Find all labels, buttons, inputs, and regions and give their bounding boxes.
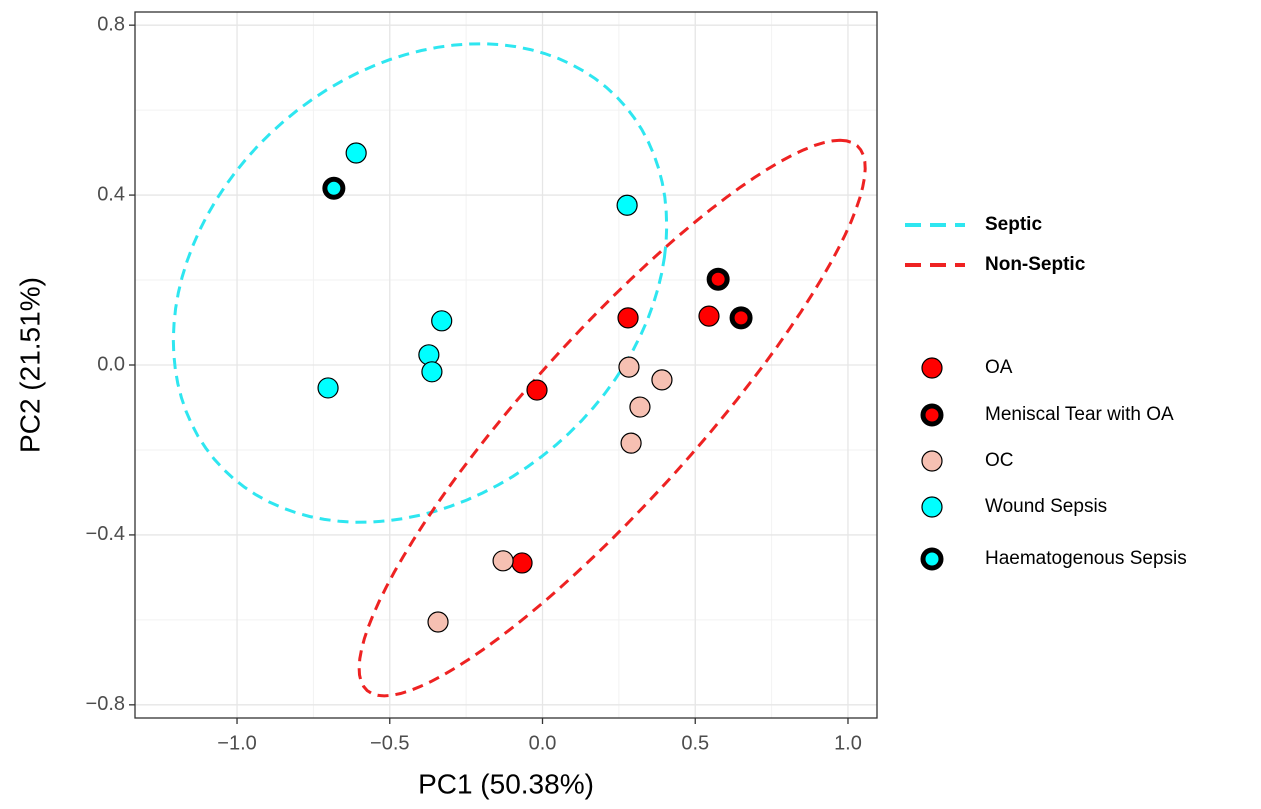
legend-label: Septic bbox=[985, 214, 1042, 235]
legend-marker bbox=[920, 547, 944, 571]
legend-label: Meniscal Tear with OA bbox=[985, 404, 1174, 425]
x-tick-label: 0.5 bbox=[681, 732, 709, 754]
point bbox=[492, 550, 514, 572]
confidence-ellipse bbox=[171, 42, 669, 524]
legend-label: OA bbox=[985, 357, 1013, 378]
legend-label: OC bbox=[985, 450, 1014, 471]
point bbox=[729, 306, 753, 330]
point bbox=[651, 369, 673, 391]
x-tick-label: 1.0 bbox=[834, 732, 862, 754]
point bbox=[427, 611, 449, 633]
x-axis-title: PC1 (50.38%) bbox=[418, 768, 594, 799]
point bbox=[617, 307, 639, 329]
y-tick-label: 0.4 bbox=[97, 183, 125, 205]
point bbox=[616, 194, 638, 216]
point bbox=[526, 379, 548, 401]
legend-marker bbox=[920, 403, 944, 427]
legend-marker bbox=[921, 496, 943, 518]
point bbox=[620, 432, 642, 454]
y-tick-label: 0.8 bbox=[97, 13, 125, 35]
point bbox=[698, 305, 720, 327]
x-tick-label: −0.5 bbox=[370, 732, 409, 754]
x-tick-label: 0.0 bbox=[529, 732, 557, 754]
point bbox=[618, 356, 640, 378]
point bbox=[706, 267, 730, 291]
point bbox=[431, 310, 453, 332]
x-tick-label: −1.0 bbox=[217, 732, 256, 754]
point bbox=[629, 396, 651, 418]
y-axis-title: PC2 (21.51%) bbox=[14, 277, 45, 453]
plot-frame bbox=[134, 11, 878, 719]
point bbox=[317, 377, 339, 399]
y-tick-label: −0.4 bbox=[86, 523, 125, 545]
point bbox=[511, 552, 533, 574]
y-tick-label: −0.8 bbox=[86, 693, 125, 715]
legend-label: Haematogenous Sepsis bbox=[985, 548, 1187, 569]
confidence-ellipse bbox=[357, 138, 867, 698]
point bbox=[421, 361, 443, 383]
legend-marker bbox=[921, 357, 943, 379]
point bbox=[322, 176, 346, 200]
point bbox=[345, 142, 367, 164]
legend-label: Non-Septic bbox=[985, 254, 1086, 275]
legend-label: Wound Sepsis bbox=[985, 496, 1107, 517]
y-tick-label: 0.0 bbox=[97, 353, 125, 375]
legend-marker bbox=[921, 450, 943, 472]
